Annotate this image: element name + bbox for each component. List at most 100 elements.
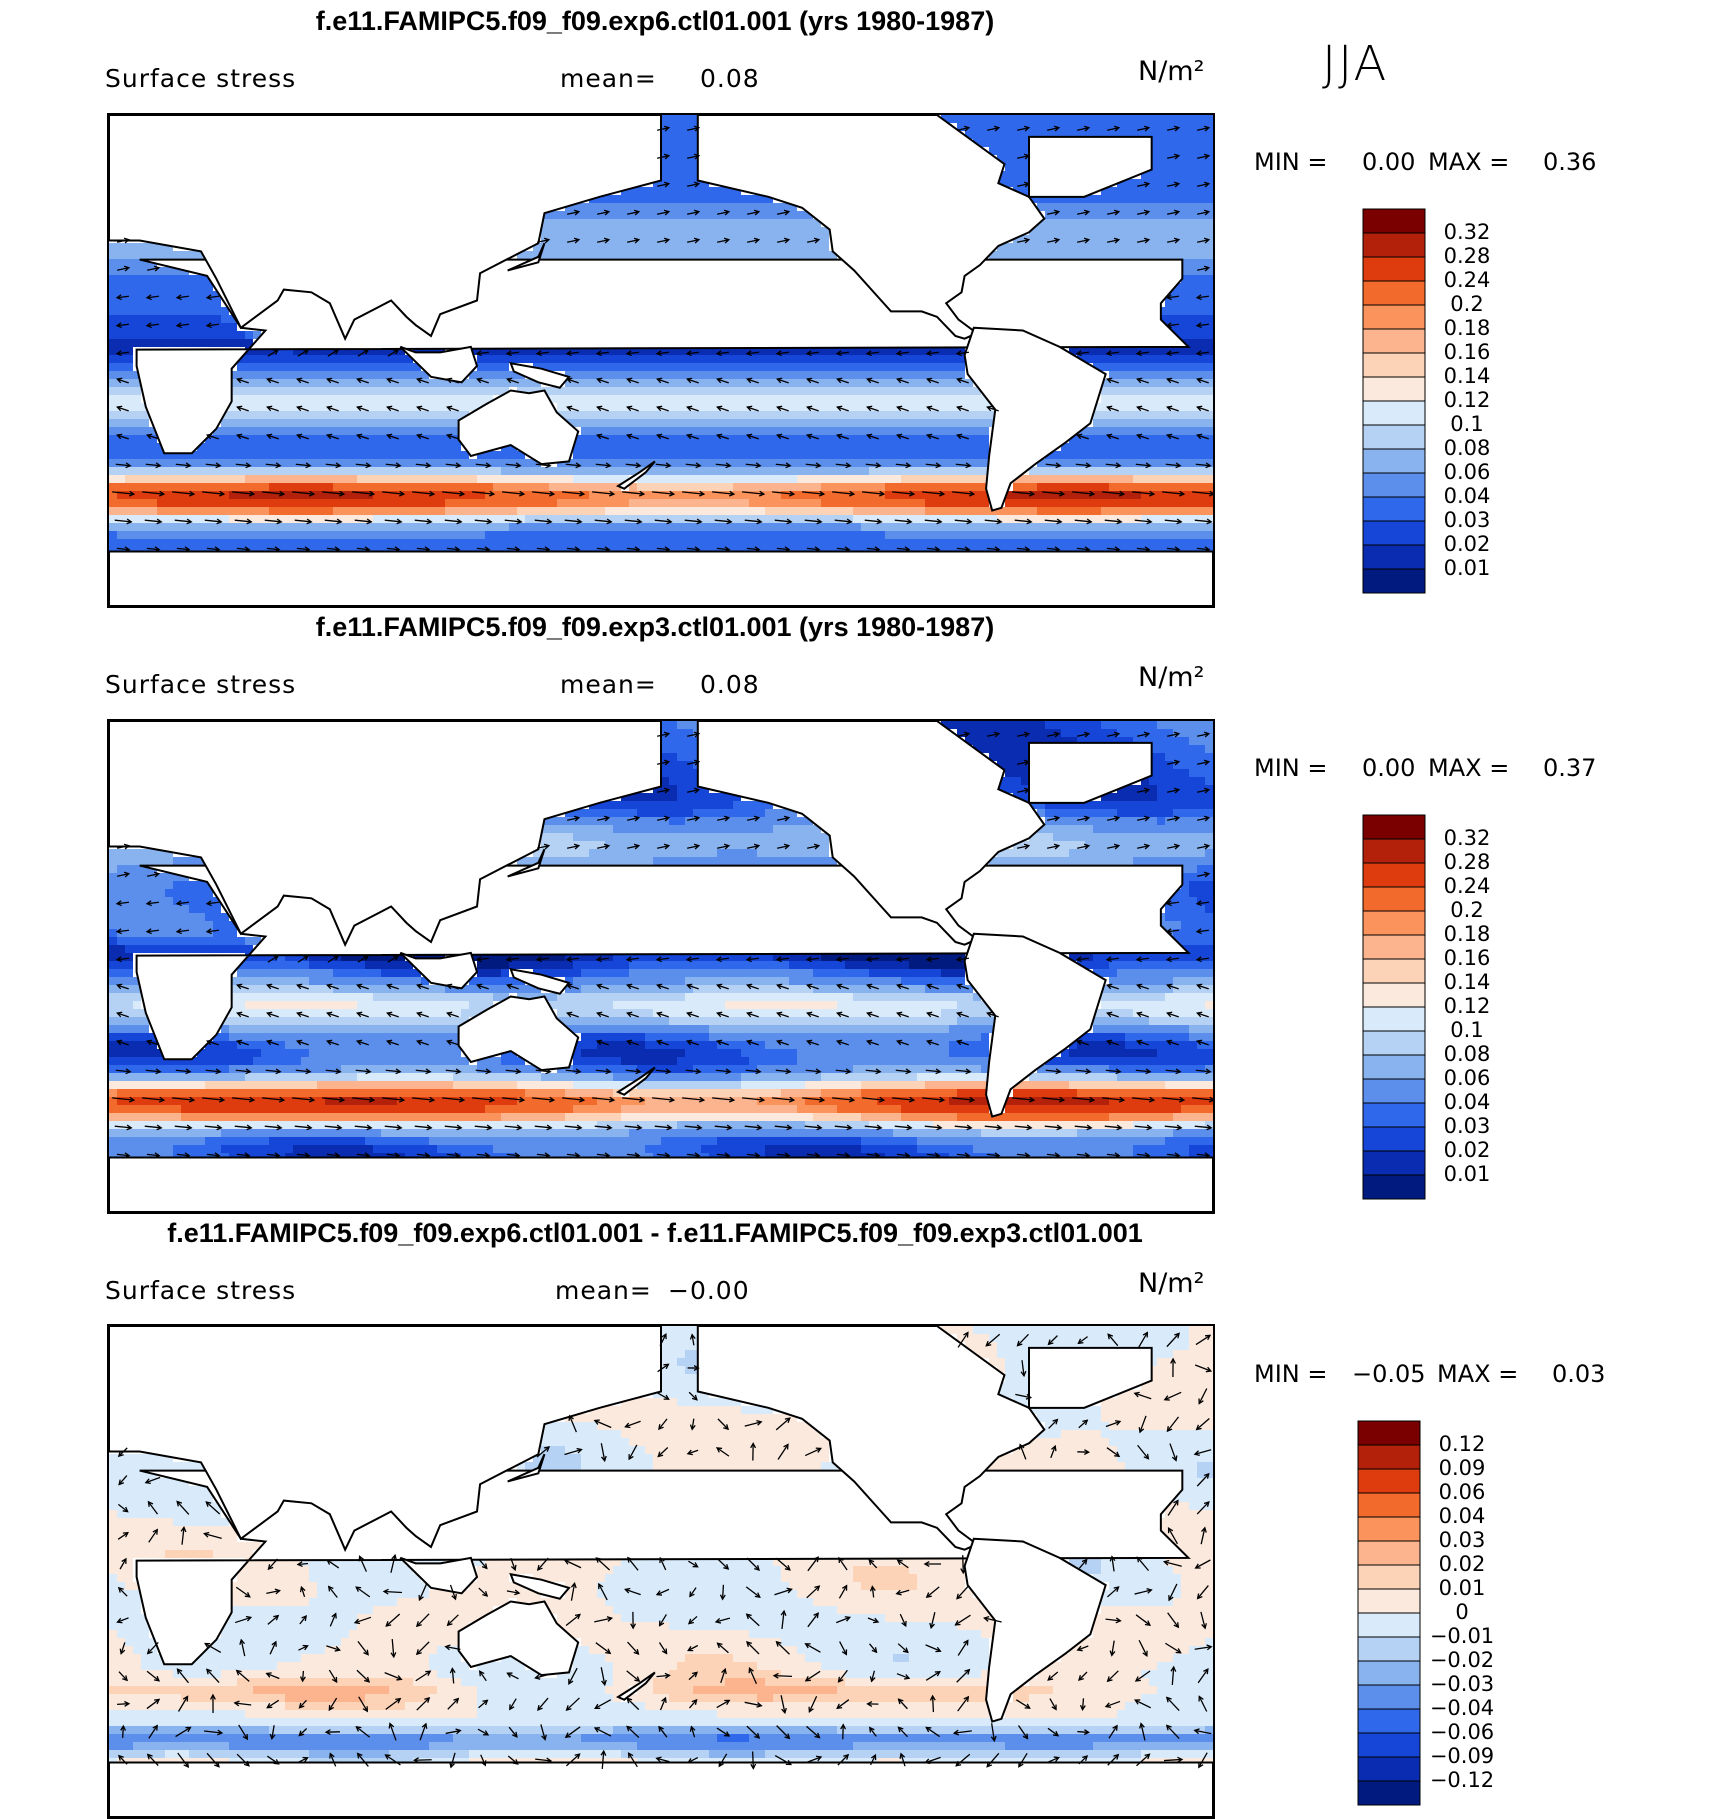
colorbar-tick-label: 0.12 <box>1432 994 1502 1018</box>
colorbar-swatch <box>1363 1175 1425 1199</box>
colorbar-tick-label: 0.09 <box>1427 1456 1497 1480</box>
colorbar-tick-label: −0.01 <box>1427 1624 1497 1648</box>
panel-2-field-svg <box>109 721 1213 1212</box>
colorbar-tick-label: 0.02 <box>1432 532 1502 556</box>
colorbar-swatch <box>1363 209 1425 233</box>
colorbar-tick-label: 0.28 <box>1432 244 1502 268</box>
panel-2-variable: Surface stress <box>105 670 296 699</box>
colorbar-tick-label: 0.02 <box>1427 1552 1497 1576</box>
colorbar-swatch <box>1358 1685 1420 1709</box>
panel-3-min-value: −0.05 <box>1352 1360 1426 1388</box>
colorbar-swatch <box>1363 329 1425 353</box>
colorbar-tick-label: 0.18 <box>1432 922 1502 946</box>
colorbar-tick-label: 0.06 <box>1427 1480 1497 1504</box>
colorbar-swatch <box>1363 1079 1425 1103</box>
colorbar-swatch <box>1363 305 1425 329</box>
colorbar-tick-label: 0.2 <box>1432 292 1502 316</box>
panel-3-title: f.e11.FAMIPC5.f09_f09.exp6.ctl01.001 - f… <box>0 1218 1310 1249</box>
panel-2-units: N/m² <box>1138 662 1204 693</box>
panel-2-max-label: MAX = <box>1428 754 1509 782</box>
panel-2-min-label: MIN = <box>1254 754 1327 782</box>
colorbar-swatch <box>1363 521 1425 545</box>
colorbar-swatch <box>1358 1565 1420 1589</box>
colorbar-swatch <box>1358 1709 1420 1733</box>
colorbar-tick-label: 0.02 <box>1432 1138 1502 1162</box>
colorbar-tick-label: 0.12 <box>1432 388 1502 412</box>
colorbar-swatch <box>1363 1103 1425 1127</box>
colorbar-tick-label: 0.03 <box>1432 508 1502 532</box>
colorbar-boxes <box>1357 1420 1421 1806</box>
colorbar-swatch <box>1363 497 1425 521</box>
coastline <box>109 551 1213 606</box>
panel-3-max-label: MAX = <box>1437 1360 1518 1388</box>
colorbar-tick-label: −0.04 <box>1427 1696 1497 1720</box>
panel-1-units: N/m² <box>1138 56 1204 87</box>
colorbar-swatch <box>1358 1445 1420 1469</box>
colorbar-swatch <box>1363 959 1425 983</box>
colorbar-tick-label: 0.28 <box>1432 850 1502 874</box>
colorbar-swatch <box>1363 233 1425 257</box>
colorbar-tick-label: −0.02 <box>1427 1648 1497 1672</box>
colorbar-swatch <box>1363 473 1425 497</box>
panel-2-title: f.e11.FAMIPC5.f09_f09.exp3.ctl01.001 (yr… <box>0 612 1310 643</box>
season-label: JJA <box>1322 36 1388 92</box>
panel-3-min-label: MIN = <box>1254 1360 1327 1388</box>
panel-2-min-value: 0.00 <box>1362 754 1415 782</box>
colorbar-swatch <box>1363 1007 1425 1031</box>
panel-3-units: N/m² <box>1138 1268 1204 1299</box>
colorbar-tick-label: 0.01 <box>1432 1162 1502 1186</box>
colorbar-tick-label: 0.01 <box>1427 1576 1497 1600</box>
colorbar-swatch <box>1363 1151 1425 1175</box>
panel-1-field-svg <box>109 115 1213 606</box>
colorbar-tick-label: 0.2 <box>1432 898 1502 922</box>
panel-2-mean-label: mean= <box>560 670 657 699</box>
colorbar-tick-label: 0.18 <box>1432 316 1502 340</box>
colorbar-swatch <box>1358 1613 1420 1637</box>
colorbar-tick-label: 0.03 <box>1427 1528 1497 1552</box>
colorbar-tick-label: 0.1 <box>1432 1018 1502 1042</box>
colorbar-tick-label: 0.12 <box>1427 1432 1497 1456</box>
colorbar-tick-label: 0.32 <box>1432 220 1502 244</box>
panel-1-mean-value: 0.08 <box>700 64 760 93</box>
colorbar-swatch <box>1363 257 1425 281</box>
colorbar-tick-label: 0.16 <box>1432 946 1502 970</box>
panel-1-mean-label: mean= <box>560 64 657 93</box>
colorbar-tick-label: 0.08 <box>1432 436 1502 460</box>
colorbar-swatch <box>1358 1589 1420 1613</box>
coastline <box>109 1762 1213 1817</box>
colorbar-tick-label: 0.1 <box>1432 412 1502 436</box>
colorbar-swatch <box>1358 1661 1420 1685</box>
panel-1-map <box>107 113 1215 608</box>
colorbar-tick-label: 0.01 <box>1432 556 1502 580</box>
panel-1-min-label: MIN = <box>1254 148 1327 176</box>
colorbar-swatch <box>1358 1637 1420 1661</box>
colorbar-swatch <box>1363 401 1425 425</box>
panel-1-variable: Surface stress <box>105 64 296 93</box>
colorbar-tick-label: 0.03 <box>1432 1114 1502 1138</box>
colorbar-tick-label: 0.08 <box>1432 1042 1502 1066</box>
colorbar-swatch <box>1358 1781 1420 1805</box>
colorbar-tick-label: 0.04 <box>1432 1090 1502 1114</box>
colorbar-swatch <box>1363 377 1425 401</box>
colorbar-swatch <box>1363 353 1425 377</box>
colorbar-swatch <box>1363 839 1425 863</box>
colorbar-boxes <box>1362 208 1426 594</box>
colorbar-tick-label: 0.32 <box>1432 826 1502 850</box>
colorbar-swatch <box>1358 1469 1420 1493</box>
colorbar-tick-label: 0.14 <box>1432 364 1502 388</box>
colorbar-swatch <box>1363 911 1425 935</box>
colorbar-tick-label: −0.06 <box>1427 1720 1497 1744</box>
panel-1-max-label: MAX = <box>1428 148 1509 176</box>
colorbar-tick-label: 0.06 <box>1432 460 1502 484</box>
colorbar-swatch <box>1363 983 1425 1007</box>
colorbar-swatch <box>1363 887 1425 911</box>
colorbar-tick-label: 0.06 <box>1432 1066 1502 1090</box>
colorbar-swatch <box>1358 1493 1420 1517</box>
panel-3-field-svg <box>109 1326 1213 1817</box>
colorbar-tick-label: −0.09 <box>1427 1744 1497 1768</box>
colorbar-tick-label: 0.04 <box>1432 484 1502 508</box>
panel-3-map <box>107 1324 1215 1819</box>
colorbar-swatch <box>1363 449 1425 473</box>
colorbar-tick-label: −0.12 <box>1427 1768 1497 1792</box>
panel-1-max-value: 0.36 <box>1543 148 1596 176</box>
